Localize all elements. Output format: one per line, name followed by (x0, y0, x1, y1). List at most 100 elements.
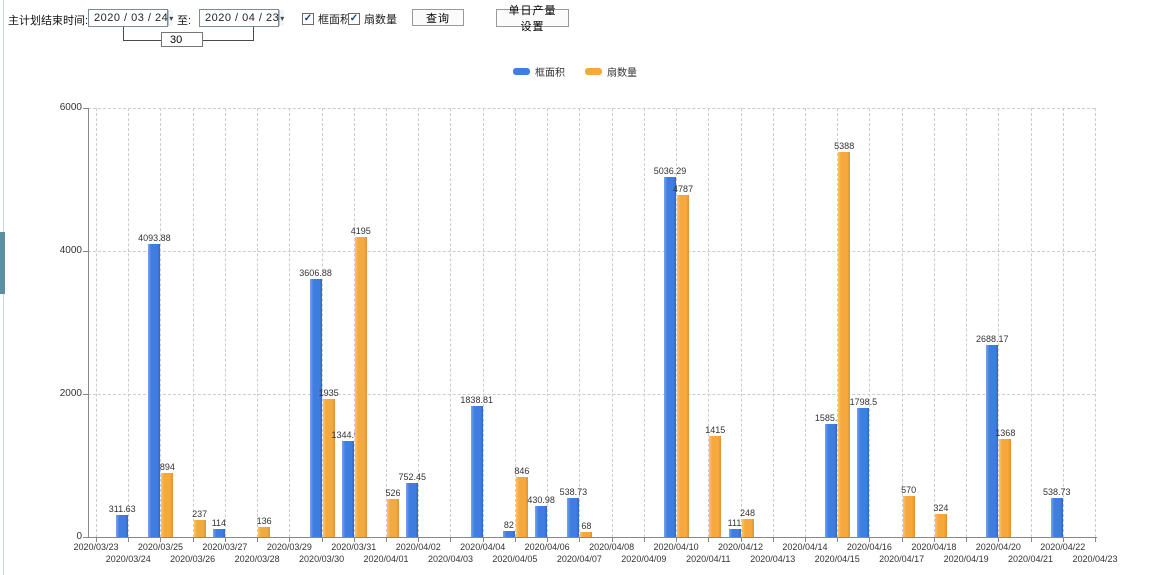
bar-框面积-2020/04/02 (406, 483, 419, 537)
chart-legend: 框面积 扇数量 (0, 64, 1150, 79)
x-axis-tick (579, 538, 581, 542)
bar-扇数量-2020/04/17 (902, 496, 915, 537)
x-axis-label: 2020/04/10 (653, 542, 699, 552)
bar-value-label: 1585.96 (814, 412, 848, 423)
bar-框面积-2020/04/15 (825, 423, 838, 537)
x-gridline (966, 108, 968, 537)
chevron-down-icon[interactable]: ▾ (279, 10, 285, 26)
x-axis-tick (96, 538, 97, 542)
x-axis-label: 2020/03/31 (331, 542, 377, 552)
chevron-down-icon[interactable]: ▾ (168, 10, 174, 26)
checkbox-fan-count-label: 扇数量 (364, 14, 397, 26)
x-axis-label: 2020/04/02 (395, 542, 441, 552)
bar-value-label: 1798.5 (849, 397, 878, 408)
x-axis-label: 2020/03/25 (137, 542, 183, 552)
bar-框面积-2020/03/24 (116, 514, 129, 537)
checked-checkbox-icon[interactable]: ✓ (302, 13, 314, 25)
bar-扇数量-2020/04/10 (677, 194, 690, 537)
x-axis-label: 2020/04/23 (1072, 554, 1118, 564)
bar-框面积-2020/04/06 (535, 506, 548, 537)
legend-swatch-icon (585, 68, 602, 75)
x-gridline (1030, 108, 1032, 537)
bar-value-label: 3606.88 (299, 268, 332, 279)
x-axis-tick (1030, 538, 1032, 542)
bar-value-label: 538.73 (1043, 487, 1071, 498)
legend-item-扇数量[interactable]: 扇数量 (585, 64, 637, 79)
x-gridline (708, 108, 710, 537)
x-gridline (998, 108, 1000, 537)
bar-框面积-2020/03/31 (341, 440, 354, 537)
checkbox-frame-area[interactable]: ✓ 框面积 (302, 11, 351, 27)
x-axis-label: 2020/04/20 (975, 542, 1021, 552)
x-axis-label: 2020/04/19 (943, 554, 989, 564)
date-to-value: 2020 / 04 / 23 (205, 12, 280, 24)
day-span-input[interactable] (161, 32, 203, 47)
bar-value-label: 1344.95 (331, 429, 365, 440)
bar-框面积-2020/04/12 (728, 529, 741, 537)
bar-value-label: 68 (581, 521, 592, 532)
bar-value-label: 5388 (834, 140, 855, 151)
x-gridline (257, 108, 259, 537)
x-axis-label: 2020/04/21 (1008, 554, 1054, 564)
y-gridline (88, 394, 1095, 395)
checkbox-fan-count[interactable]: ✓ 扇数量 (348, 11, 397, 27)
bar-框面积-2020/03/27 (212, 528, 225, 537)
x-axis-label: 2020/04/14 (782, 542, 828, 552)
bar-框面积-2020/03/25 (148, 244, 161, 537)
x-gridline (160, 108, 162, 537)
y-axis-label: 6000 (59, 102, 82, 113)
x-axis-label: 2020/04/17 (879, 554, 925, 564)
bar-value-label: 111 (727, 518, 742, 529)
date-from-value: 2020 / 03 / 24 (94, 12, 169, 24)
bar-扇数量-2020/03/28 (258, 527, 271, 537)
x-axis-tick (128, 538, 130, 542)
y-axis-label: 2000 (59, 388, 82, 399)
bar-value-label: 82 (503, 520, 514, 531)
x-axis-tick (998, 538, 1000, 542)
x-axis-label: 2020/04/07 (556, 554, 602, 564)
bar-value-label: 570 (901, 485, 917, 496)
x-gridline (579, 108, 581, 537)
date-to-picker[interactable]: 2020 / 04 / 23 ▾ (199, 9, 285, 27)
checked-checkbox-icon[interactable]: ✓ (348, 13, 360, 25)
x-axis-label: 2020/04/16 (846, 542, 892, 552)
plan-end-time-label: 主计划结束时间: (8, 15, 89, 27)
x-gridline (901, 108, 903, 537)
legend-item-框面积[interactable]: 框面积 (513, 64, 565, 79)
x-axis-label: 2020/03/30 (299, 554, 345, 564)
x-axis-label: 2020/04/08 (589, 542, 635, 552)
x-axis-tick (289, 538, 291, 542)
bar-扇数量-2020/03/26 (193, 520, 206, 537)
bar-value-label: 4195 (350, 226, 371, 237)
x-axis-label: 2020/04/18 (911, 542, 957, 552)
bar-扇数量-2020/04/07 (580, 532, 593, 537)
bar-扇数量-2020/04/05 (515, 476, 528, 537)
x-axis-tick (933, 538, 935, 542)
connector-line-left (123, 27, 124, 41)
x-gridline (643, 108, 645, 537)
bar-value-label: 1935 (318, 387, 339, 398)
x-axis-tick (611, 538, 613, 542)
x-axis-tick (837, 538, 839, 542)
x-axis-label: 2020/04/01 (363, 554, 409, 564)
bar-value-label: 237 (192, 509, 208, 520)
bar-框面积-2020/04/05 (502, 531, 515, 537)
y-gridline (88, 251, 1095, 252)
x-gridline (353, 108, 355, 537)
x-axis-label: 2020/03/28 (234, 554, 280, 564)
x-gridline (611, 108, 613, 537)
bar-value-label: 538.73 (559, 487, 588, 498)
date-from-picker[interactable]: 2020 / 03 / 24 ▾ (88, 9, 174, 27)
query-button[interactable]: 查询 (412, 9, 464, 26)
bar-扇数量-2020/03/30 (322, 398, 335, 537)
x-axis-label: 2020/04/06 (524, 542, 570, 552)
x-axis-label: 2020/03/29 (266, 542, 312, 552)
x-axis-tick (418, 538, 420, 542)
x-axis-tick (1095, 538, 1096, 542)
x-gridline (321, 108, 323, 537)
x-axis-tick (192, 538, 194, 542)
legend-label: 框面积 (535, 68, 565, 79)
y-axis-tick (83, 251, 88, 252)
x-gridline (289, 108, 291, 537)
